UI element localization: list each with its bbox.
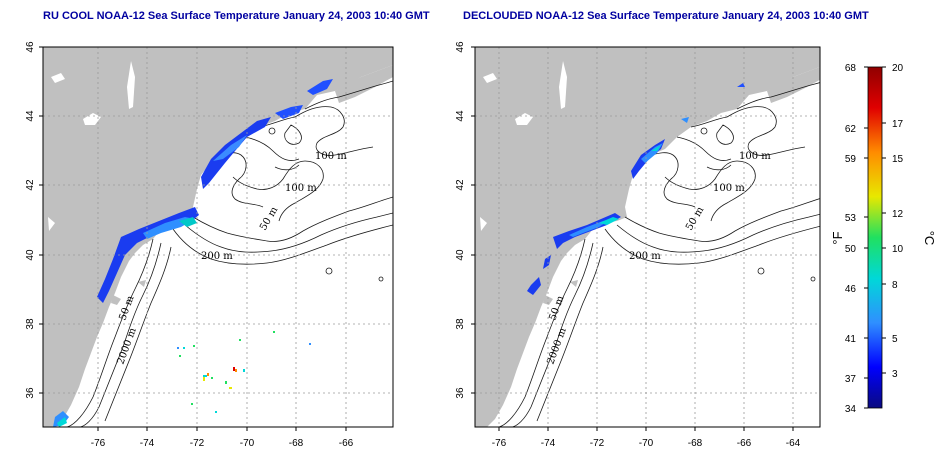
left-map-frame xyxy=(42,46,394,428)
celsius-tick: 17 xyxy=(892,119,904,130)
right-x-tick-labels: -76 -74 -72 -70 -68 -66 -64 xyxy=(492,438,801,449)
fahrenheit-tick: 34 xyxy=(845,404,857,415)
left-sst-overlay xyxy=(53,79,333,427)
left-x-tick-labels: -76 -74 -72 -70 -68 -66 xyxy=(91,438,354,449)
lon-tick-label: -72 xyxy=(190,438,205,449)
left-map-panel: 100 m 100 m 50 m 200 m 50 m 2000 m -76 -… xyxy=(25,41,394,449)
lat-tick-label: 42 xyxy=(25,179,36,191)
lat-tick-label: 36 xyxy=(25,387,36,399)
lat-tick-label: 38 xyxy=(25,318,36,330)
lon-tick-label: -70 xyxy=(240,438,255,449)
celsius-tick: 15 xyxy=(892,154,904,165)
right-sst-overlay xyxy=(527,83,745,295)
celsius-tick: 10 xyxy=(892,244,904,255)
celsius-tick: 8 xyxy=(892,280,898,291)
left-grid xyxy=(43,47,393,427)
right-y-tick-labels: 36 38 40 42 44 46 xyxy=(455,41,466,399)
contour-label-200m: 200 m xyxy=(201,251,233,262)
contour-label-100m: 100 m xyxy=(315,151,347,162)
color-bar: 68 62 59 53 50 46 41 37 34 20 17 15 12 1… xyxy=(830,63,937,415)
lat-tick-label: 44 xyxy=(455,110,466,122)
fahrenheit-tick: 46 xyxy=(845,284,857,295)
lat-tick-label: 40 xyxy=(455,249,466,261)
lat-tick-label: 46 xyxy=(25,41,36,53)
left-x-ticks xyxy=(39,46,347,431)
lat-tick-label: 36 xyxy=(455,387,466,399)
lat-tick-label: 42 xyxy=(455,179,466,191)
fahrenheit-tick: 59 xyxy=(845,154,857,165)
lon-tick-label: -66 xyxy=(737,438,752,449)
lat-tick-label: 40 xyxy=(25,249,36,261)
contour-label-200m: 200 m xyxy=(629,251,661,262)
lon-tick-label: -74 xyxy=(140,438,155,449)
lon-tick-label: -74 xyxy=(541,438,556,449)
celsius-tick: 20 xyxy=(892,63,904,74)
lon-tick-label: -72 xyxy=(590,438,605,449)
fahrenheit-unit-label: °F xyxy=(830,231,845,244)
lon-tick-label: -70 xyxy=(639,438,654,449)
right-x-ticks xyxy=(471,46,794,431)
fahrenheit-tick-labels: 68 62 59 53 50 46 41 37 34 xyxy=(845,63,857,415)
lat-tick-label: 44 xyxy=(25,110,36,122)
right-map-title: DECLOUDED NOAA-12 Sea Surface Temperatur… xyxy=(463,10,869,22)
right-map-frame xyxy=(474,46,821,428)
lon-tick-label: -76 xyxy=(492,438,507,449)
fahrenheit-tick: 50 xyxy=(845,244,857,255)
lon-tick-label: -68 xyxy=(688,438,703,449)
celsius-tick: 3 xyxy=(892,369,898,380)
fahrenheit-tick: 53 xyxy=(845,213,857,224)
lat-tick-label: 38 xyxy=(455,318,466,330)
left-y-tick-labels: 36 38 40 42 44 46 xyxy=(25,41,36,399)
right-grid xyxy=(475,47,820,427)
contour-label-100m: 100 m xyxy=(739,151,771,162)
fahrenheit-tick: 41 xyxy=(845,334,857,345)
celsius-unit-label: °C xyxy=(922,231,937,246)
fahrenheit-tick: 68 xyxy=(845,63,857,74)
celsius-tick: 5 xyxy=(892,334,898,345)
left-map-title: RU COOL NOAA-12 Sea Surface Temperature … xyxy=(43,10,430,22)
lon-tick-label: -66 xyxy=(339,438,354,449)
lat-tick-label: 46 xyxy=(455,41,466,53)
contour-label-100m: 100 m xyxy=(285,183,317,194)
lon-tick-label: -68 xyxy=(289,438,304,449)
color-bar-gradient xyxy=(867,66,883,409)
fahrenheit-tick: 37 xyxy=(845,374,857,385)
lon-tick-label: -64 xyxy=(786,438,801,449)
contour-label-100m: 100 m xyxy=(713,183,745,194)
right-map-panel: 100 m 100 m 50 m 200 m 50 m 2000 m -76 -… xyxy=(455,41,821,449)
celsius-tick-labels: 20 17 15 12 10 8 5 3 xyxy=(892,63,904,380)
color-bar-ticks xyxy=(864,66,886,409)
lon-tick-label: -76 xyxy=(91,438,106,449)
celsius-tick: 12 xyxy=(892,209,904,220)
fahrenheit-tick: 62 xyxy=(845,124,857,135)
